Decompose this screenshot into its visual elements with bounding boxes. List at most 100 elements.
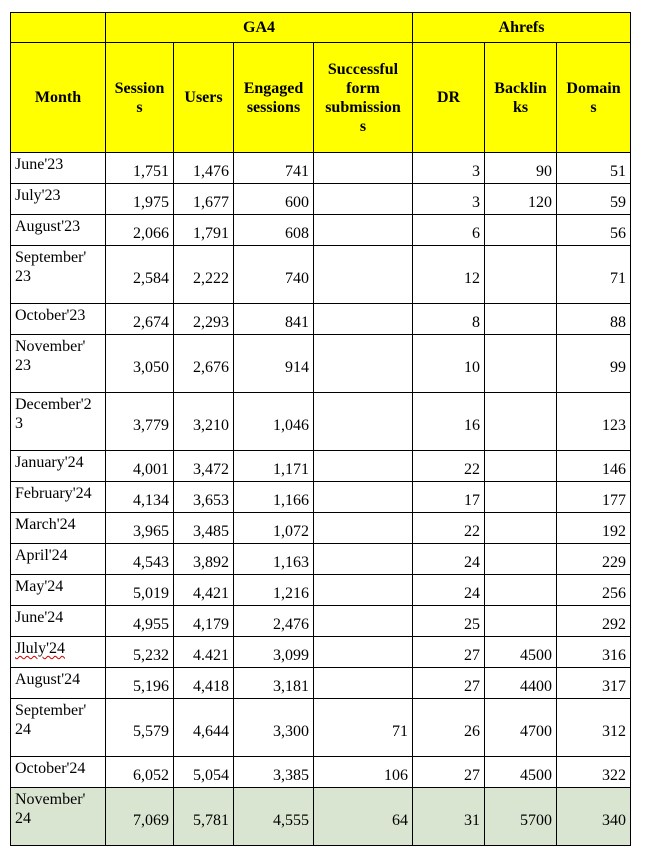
table-row: January'24 4,001 3,472 1,171 22 146	[10, 450, 632, 482]
table-row: December'2 3 3,779 3,210 1,046 16 123	[10, 392, 632, 451]
column-header-users: Users	[173, 42, 234, 153]
value-cell: 24	[412, 574, 485, 606]
value-cell: 6	[412, 214, 485, 246]
month-label: November' 23	[15, 338, 86, 374]
month-cell: April'24	[10, 543, 106, 575]
value-cell: 2,584	[105, 245, 174, 304]
corner-cell	[10, 12, 106, 43]
value-cell	[313, 303, 413, 335]
value-cell: 1,171	[233, 450, 314, 482]
value-cell: 64	[313, 787, 413, 846]
value-cell	[484, 450, 557, 482]
value-cell: 5,579	[105, 698, 174, 757]
value-cell	[313, 543, 413, 575]
value-cell: 6,052	[105, 756, 174, 788]
value-cell: 26	[412, 698, 485, 757]
column-header-form-submissions: Successful form submission s	[313, 42, 413, 153]
value-cell: 2,066	[105, 214, 174, 246]
value-cell: 600	[233, 183, 314, 215]
value-cell	[484, 214, 557, 246]
column-header-backlinks: Backlin ks	[484, 42, 557, 153]
value-cell: 4,418	[173, 667, 234, 699]
value-cell	[313, 392, 413, 451]
value-cell	[484, 303, 557, 335]
value-cell: 3,472	[173, 450, 234, 482]
column-header-dr: DR	[412, 42, 485, 153]
value-cell: 2,676	[173, 334, 234, 393]
value-cell: 16	[412, 392, 485, 451]
month-label: June'23	[15, 156, 64, 173]
value-cell	[313, 450, 413, 482]
value-cell: 312	[555, 698, 632, 757]
value-cell: 1,072	[233, 512, 314, 544]
value-cell: 17	[412, 481, 485, 513]
value-cell: 1,751	[105, 152, 174, 184]
value-cell: 123	[555, 392, 632, 451]
value-cell: 322	[555, 756, 632, 788]
column-header-domains: Domain s	[555, 42, 632, 153]
value-cell: 841	[233, 303, 314, 335]
month-cell: October'23	[10, 303, 106, 335]
month-label: September' 24	[15, 702, 87, 738]
month-cell: November' 24	[10, 787, 106, 846]
value-cell: 12	[412, 245, 485, 304]
group-header-row: GA4 Ahrefs	[10, 12, 632, 43]
month-label: September' 23	[15, 249, 87, 285]
month-cell: Jluly'24	[10, 636, 106, 668]
value-cell: 5,054	[173, 756, 234, 788]
value-cell: 4,134	[105, 481, 174, 513]
value-cell: 88	[555, 303, 632, 335]
group-header-ahrefs: Ahrefs	[411, 12, 632, 43]
column-header-engaged-sessions: Engaged sessions	[233, 42, 314, 153]
value-cell	[484, 512, 557, 544]
month-cell: December'2 3	[10, 392, 106, 451]
value-cell: 10	[412, 334, 485, 393]
table-row: May'24 5,019 4,421 1,216 24 256	[10, 574, 632, 606]
value-cell: 3,050	[105, 334, 174, 393]
value-cell	[313, 512, 413, 544]
month-label: October'24	[15, 760, 86, 777]
value-cell: 3,210	[173, 392, 234, 451]
month-label: July'23	[15, 187, 61, 204]
value-cell: 4500	[484, 636, 557, 668]
value-cell: 4400	[484, 667, 557, 699]
month-cell: June'23	[10, 152, 106, 184]
value-cell: 740	[233, 245, 314, 304]
value-cell: 4,543	[105, 543, 174, 575]
value-cell: 22	[412, 450, 485, 482]
value-cell: 256	[555, 574, 632, 606]
column-header-sessions: Session s	[105, 42, 174, 153]
value-cell: 317	[555, 667, 632, 699]
value-cell: 27	[412, 636, 485, 668]
value-cell: 2,293	[173, 303, 234, 335]
value-cell: 2,476	[233, 605, 314, 637]
value-cell: 3	[412, 183, 485, 215]
month-label: December'2 3	[15, 396, 92, 432]
value-cell: 99	[555, 334, 632, 393]
month-cell: October'24	[10, 756, 106, 788]
table-row: November' 23 3,050 2,676 914 10 99	[10, 334, 632, 393]
value-cell: 1,166	[233, 481, 314, 513]
value-cell: 5,232	[105, 636, 174, 668]
value-cell: 3,653	[173, 481, 234, 513]
value-cell: 146	[555, 450, 632, 482]
table-row: June'24 4,955 4,179 2,476 25 292	[10, 605, 632, 637]
value-cell: 5,781	[173, 787, 234, 846]
month-cell: May'24	[10, 574, 106, 606]
value-cell: 1,791	[173, 214, 234, 246]
value-cell: 177	[555, 481, 632, 513]
value-cell: 3,385	[233, 756, 314, 788]
value-cell: 4,179	[173, 605, 234, 637]
value-cell: 4,421	[173, 574, 234, 606]
value-cell	[313, 636, 413, 668]
column-header-month: Month	[10, 42, 106, 153]
value-cell: 229	[555, 543, 632, 575]
value-cell: 3,779	[105, 392, 174, 451]
value-cell	[484, 543, 557, 575]
month-cell: July'23	[10, 183, 106, 215]
value-cell: 1,216	[233, 574, 314, 606]
value-cell: 608	[233, 214, 314, 246]
month-cell: September' 24	[10, 698, 106, 757]
month-label: August'23	[15, 218, 81, 235]
value-cell: 27	[412, 756, 485, 788]
